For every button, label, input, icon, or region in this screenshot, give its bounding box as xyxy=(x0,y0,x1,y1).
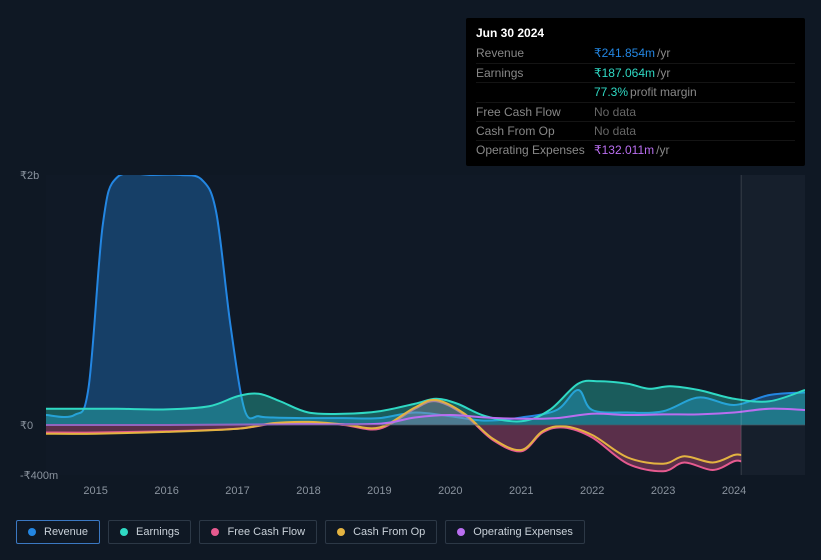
legend-label: Free Cash Flow xyxy=(227,526,305,538)
x-axis-label: 2023 xyxy=(651,485,675,497)
tooltip-row-label: Revenue xyxy=(476,46,594,60)
legend-label: Operating Expenses xyxy=(473,526,573,538)
legend-toggle-opex[interactable]: Operating Expenses xyxy=(445,520,585,544)
x-axis-label: 2022 xyxy=(580,485,604,497)
chart-tooltip: Jun 30 2024Revenue₹241.854m/yrEarnings₹1… xyxy=(466,18,805,166)
chart-plot[interactable] xyxy=(46,175,805,475)
legend-swatch xyxy=(211,528,219,536)
legend-swatch xyxy=(337,528,345,536)
legend-label: Cash From Op xyxy=(353,526,425,538)
tooltip-row-opex: Operating Expenses₹132.011m/yr xyxy=(476,141,795,159)
x-axis-label: 2020 xyxy=(438,485,462,497)
legend: Revenue Earnings Free Cash Flow Cash From O… xyxy=(16,520,585,544)
tooltip-row-label: Free Cash Flow xyxy=(476,105,594,119)
tooltip-sub-unit: profit margin xyxy=(630,85,697,99)
tooltip-subrow-earnings: 77.3%profit margin xyxy=(476,83,795,102)
x-axis-label: 2019 xyxy=(367,485,391,497)
x-axis-label: 2021 xyxy=(509,485,533,497)
legend-toggle-fcf[interactable]: Free Cash Flow xyxy=(199,520,317,544)
tooltip-sub-value: 77.3% xyxy=(594,85,628,99)
legend-swatch xyxy=(457,528,465,536)
y-axis-label: ₹0 xyxy=(20,419,33,432)
legend-toggle-cfo[interactable]: Cash From Op xyxy=(325,520,437,544)
legend-toggle-earnings[interactable]: Earnings xyxy=(108,520,191,544)
x-axis-label: 2016 xyxy=(154,485,178,497)
future-band xyxy=(741,175,805,475)
tooltip-row-earnings: Earnings₹187.064m/yr xyxy=(476,64,795,83)
tooltip-row-unit: /yr xyxy=(656,143,669,157)
legend-swatch xyxy=(28,528,36,536)
tooltip-row-value: ₹187.064m xyxy=(594,66,655,80)
x-axis-label: 2018 xyxy=(296,485,320,497)
tooltip-row-revenue: Revenue₹241.854m/yr xyxy=(476,44,795,63)
tooltip-row-cfo: Cash From OpNo data xyxy=(476,122,795,141)
x-axis-label: 2017 xyxy=(225,485,249,497)
tooltip-date: Jun 30 2024 xyxy=(476,26,795,40)
tooltip-row-value: ₹132.011m xyxy=(594,143,654,157)
tooltip-row-nodata: No data xyxy=(594,105,636,119)
tooltip-row-unit: /yr xyxy=(657,46,670,60)
tooltip-row-unit: /yr xyxy=(657,66,670,80)
tooltip-row-label: Cash From Op xyxy=(476,124,594,138)
tooltip-row-value: ₹241.854m xyxy=(594,46,655,60)
y-axis-label: ₹2b xyxy=(20,169,39,182)
tooltip-row-nodata: No data xyxy=(594,124,636,138)
x-axis: 2015 2016 2017 2018 2019 2020 2021 2022 2023 2024 xyxy=(16,485,805,501)
tooltip-row-fcf: Free Cash FlowNo data xyxy=(476,103,795,122)
tooltip-row-label: Operating Expenses xyxy=(476,143,594,157)
y-axis-label: -₹400m xyxy=(20,469,58,482)
legend-label: Revenue xyxy=(44,526,88,538)
legend-label: Earnings xyxy=(136,526,179,538)
legend-toggle-revenue[interactable]: Revenue xyxy=(16,520,100,544)
legend-swatch xyxy=(120,528,128,536)
x-axis-label: 2024 xyxy=(722,485,746,497)
tooltip-row-label: Earnings xyxy=(476,66,594,80)
x-axis-label: 2015 xyxy=(83,485,107,497)
